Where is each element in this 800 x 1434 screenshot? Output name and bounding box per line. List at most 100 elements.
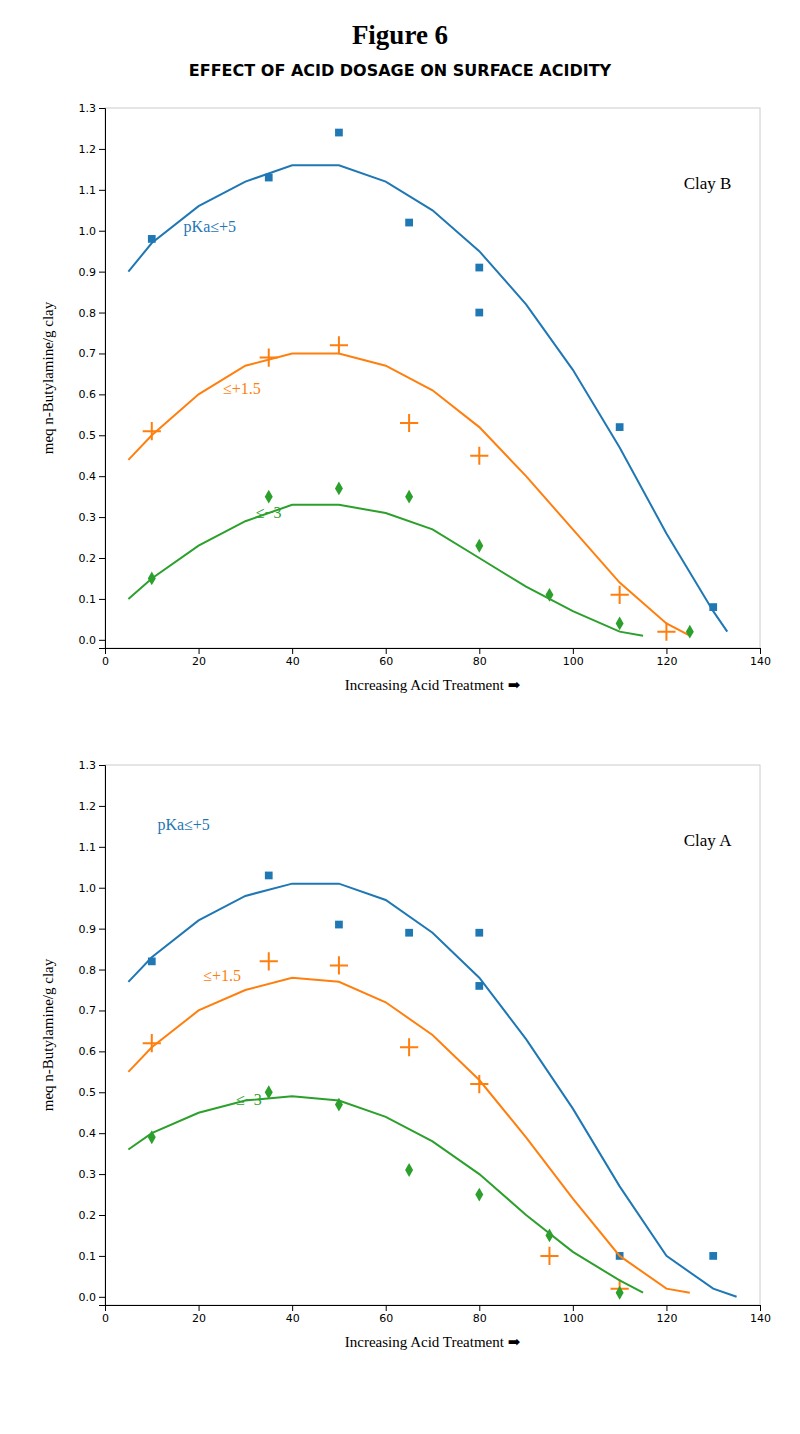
- point: [405, 490, 413, 504]
- tick-label: 40: [286, 1312, 300, 1325]
- tick-mark: [760, 648, 761, 654]
- x-axis-title: Increasing Acid Treatment ➡: [345, 1334, 521, 1350]
- tick-mark: [99, 970, 105, 971]
- tick: 0.6: [79, 1045, 106, 1058]
- tick-mark: [199, 648, 200, 654]
- curve: [128, 165, 727, 631]
- panel-label: Clay A: [684, 831, 732, 850]
- tick-label: 1.1: [79, 841, 97, 854]
- tick-label: 0.9: [79, 923, 97, 936]
- tick-mark: [99, 272, 105, 273]
- tick-label: 40: [286, 655, 300, 668]
- tick-mark: [99, 1256, 105, 1257]
- tick-mark: [386, 648, 387, 654]
- tick-mark: [479, 648, 480, 654]
- tick-mark: [99, 1215, 105, 1216]
- tick-mark: [99, 149, 105, 150]
- tick-mark: [666, 1305, 667, 1311]
- panel: 0204060801001201400.00.10.20.30.40.50.60…: [40, 759, 771, 1350]
- tick: 0: [102, 648, 109, 668]
- curve: [128, 884, 736, 1297]
- series-label: ≤−3: [236, 1091, 262, 1108]
- point: [405, 929, 413, 937]
- tick-mark: [99, 929, 105, 930]
- point: [400, 414, 418, 432]
- tick-label: 0.4: [79, 1127, 97, 1140]
- annotations: pKa≤+5≤+1.5≤−3Clay B: [184, 174, 732, 522]
- tick-label: 0.0: [79, 634, 97, 647]
- tick-label: 120: [656, 1312, 677, 1325]
- point: [330, 336, 348, 354]
- point: [143, 1034, 161, 1052]
- tick-mark: [99, 1092, 105, 1093]
- tick: 1.2: [79, 143, 106, 156]
- tick-label: 0: [102, 655, 109, 668]
- point: [143, 422, 161, 440]
- point: [265, 1085, 273, 1099]
- plot-frame: [105, 108, 760, 648]
- point: [545, 1229, 553, 1243]
- tick-label: 20: [192, 1312, 206, 1325]
- x-axis-title: Increasing Acid Treatment ➡: [345, 677, 521, 693]
- tick: 60: [379, 648, 393, 668]
- tick: 1.3: [79, 759, 106, 772]
- tick-label: 0.6: [79, 1045, 97, 1058]
- curve: [128, 978, 689, 1293]
- tick: 1.2: [79, 800, 106, 813]
- point: [405, 219, 413, 227]
- tick: 1.1: [79, 841, 106, 854]
- curve: [128, 1096, 643, 1292]
- point: [475, 309, 483, 317]
- tick: 0.4: [79, 470, 106, 483]
- tick: 40: [286, 648, 300, 668]
- tick-mark: [99, 1174, 105, 1175]
- marks: [128, 129, 727, 641]
- tick: 0.0: [79, 1291, 106, 1304]
- y-axis: 0.00.10.20.30.40.50.60.70.80.91.01.11.21…: [79, 102, 106, 648]
- tick-label: 0: [102, 1312, 109, 1325]
- tick-label: 140: [750, 655, 771, 668]
- point: [335, 921, 343, 929]
- curve: [128, 505, 643, 636]
- tick: 0.8: [79, 964, 106, 977]
- point: [475, 264, 483, 272]
- point: [148, 1130, 156, 1144]
- tick: 0.8: [79, 307, 106, 320]
- tick: 0.7: [79, 347, 106, 360]
- point: [616, 423, 624, 431]
- panel: 0204060801001201400.00.10.20.30.40.50.60…: [40, 102, 771, 693]
- point: [335, 1098, 343, 1112]
- tick: 0.7: [79, 1004, 106, 1017]
- tick-mark: [99, 847, 105, 848]
- point: [265, 872, 273, 880]
- tick-label: 120: [656, 655, 677, 668]
- point: [148, 957, 156, 965]
- tick: 120: [656, 1305, 677, 1325]
- point: [540, 1247, 558, 1265]
- tick-mark: [99, 1051, 105, 1052]
- tick-mark: [99, 599, 105, 600]
- tick-label: 60: [379, 1312, 393, 1325]
- point: [400, 1038, 418, 1056]
- tick-label: 1.0: [79, 225, 97, 238]
- tick-label: 0.8: [79, 307, 97, 320]
- tick-label: 20: [192, 655, 206, 668]
- tick: 0.5: [79, 429, 106, 442]
- point: [148, 572, 156, 586]
- point: [148, 235, 156, 243]
- tick-label: 1.3: [79, 759, 97, 772]
- tick-mark: [199, 1305, 200, 1311]
- point: [335, 129, 343, 137]
- tick: 1.1: [79, 184, 106, 197]
- point: [335, 482, 343, 496]
- y-axis-title: meq n-Butylamine/g clay: [40, 301, 56, 454]
- chart: Figure 6EFFECT OF ACID DOSAGE ON SURFACE…: [0, 0, 800, 1434]
- tick-mark: [99, 108, 105, 109]
- tick: 40: [286, 1305, 300, 1325]
- tick: 1.3: [79, 102, 106, 115]
- point: [616, 1286, 624, 1300]
- tick: 80: [473, 648, 487, 668]
- point: [330, 956, 348, 974]
- series-label: ≤+1.5: [223, 380, 261, 397]
- tick-label: 0.5: [79, 429, 97, 442]
